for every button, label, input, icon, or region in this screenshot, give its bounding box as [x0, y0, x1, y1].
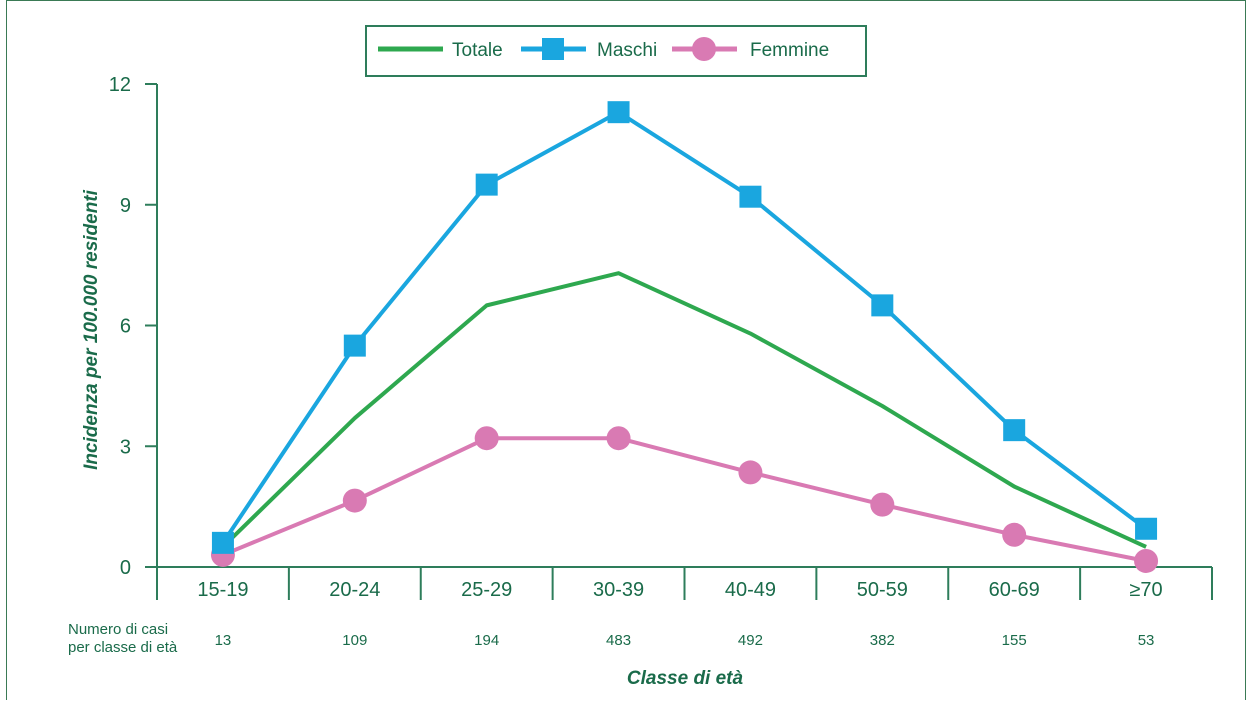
series-maschi: [211, 101, 1158, 554]
data-point-circle: [474, 426, 499, 451]
series-line-maschi: [221, 110, 1148, 544]
case-count-value: 53: [1138, 632, 1155, 649]
y-axis-title: Incidenza per 100.000 residenti: [81, 189, 102, 470]
case-count-value: 483: [606, 632, 631, 649]
x-axis-title: Classe di età: [627, 668, 744, 689]
x-tick-label: 25-29: [461, 579, 512, 601]
case-count-value: 109: [342, 632, 367, 649]
y-tick-label: 12: [109, 74, 131, 96]
series-totale: [221, 271, 1147, 549]
series-line-femmine: [222, 436, 1147, 563]
legend-label: Femmine: [750, 40, 829, 61]
y-tick-label: 9: [120, 195, 131, 217]
axes: 0 3 6 9 12 15-19 20-24 25-29 30-39 40-49 50-59 60-6…: [109, 74, 1213, 601]
data-point-circle: [606, 426, 631, 451]
x-tick-label: 20-24: [329, 579, 380, 601]
x-tick-label: 30-39: [593, 579, 644, 601]
case-counts-label: Numero di casi: [68, 621, 168, 638]
data-point-square: [211, 531, 234, 554]
data-point-circle: [738, 460, 763, 485]
legend-label: Maschi: [597, 40, 657, 61]
legend: Totale Maschi Femmine: [365, 25, 867, 77]
series-femmine: [210, 426, 1159, 573]
data-point-square: [1003, 419, 1026, 442]
case-count-value: 492: [738, 632, 763, 649]
case-count-value: 194: [474, 632, 499, 649]
data-point-square: [739, 185, 762, 208]
case-count-value: 13: [215, 632, 232, 649]
legend-marker-circle: [692, 37, 716, 61]
y-tick-label: 6: [120, 316, 131, 338]
legend-marker-square: [542, 38, 564, 60]
data-point-square: [607, 101, 630, 124]
case-count-value: 155: [1002, 632, 1027, 649]
data-point-circle: [1002, 522, 1027, 547]
x-tick-label: 15-19: [197, 579, 248, 601]
data-point-square: [475, 173, 498, 196]
legend-box: [365, 25, 867, 77]
case-counts-label: per classe di età: [68, 639, 178, 656]
data-point-square: [343, 334, 366, 357]
data-point-circle: [1134, 548, 1159, 573]
legend-label: Totale: [452, 40, 503, 61]
x-tick-label: 50-59: [857, 579, 908, 601]
data-point-square: [1135, 517, 1158, 540]
series-line-totale: [221, 271, 1147, 549]
x-tick-label: 60-69: [989, 579, 1040, 601]
series-layer: [210, 101, 1159, 573]
data-point-square: [871, 294, 894, 317]
x-tick-label: 40-49: [725, 579, 776, 601]
x-tick-label: ≥70: [1129, 579, 1162, 601]
case-count-value: 382: [870, 632, 895, 649]
y-tick-label: 3: [120, 436, 131, 458]
chart-frame: [6, 0, 1246, 700]
data-point-circle: [342, 488, 367, 513]
y-tick-label: 0: [120, 557, 131, 579]
data-point-circle: [870, 492, 895, 517]
